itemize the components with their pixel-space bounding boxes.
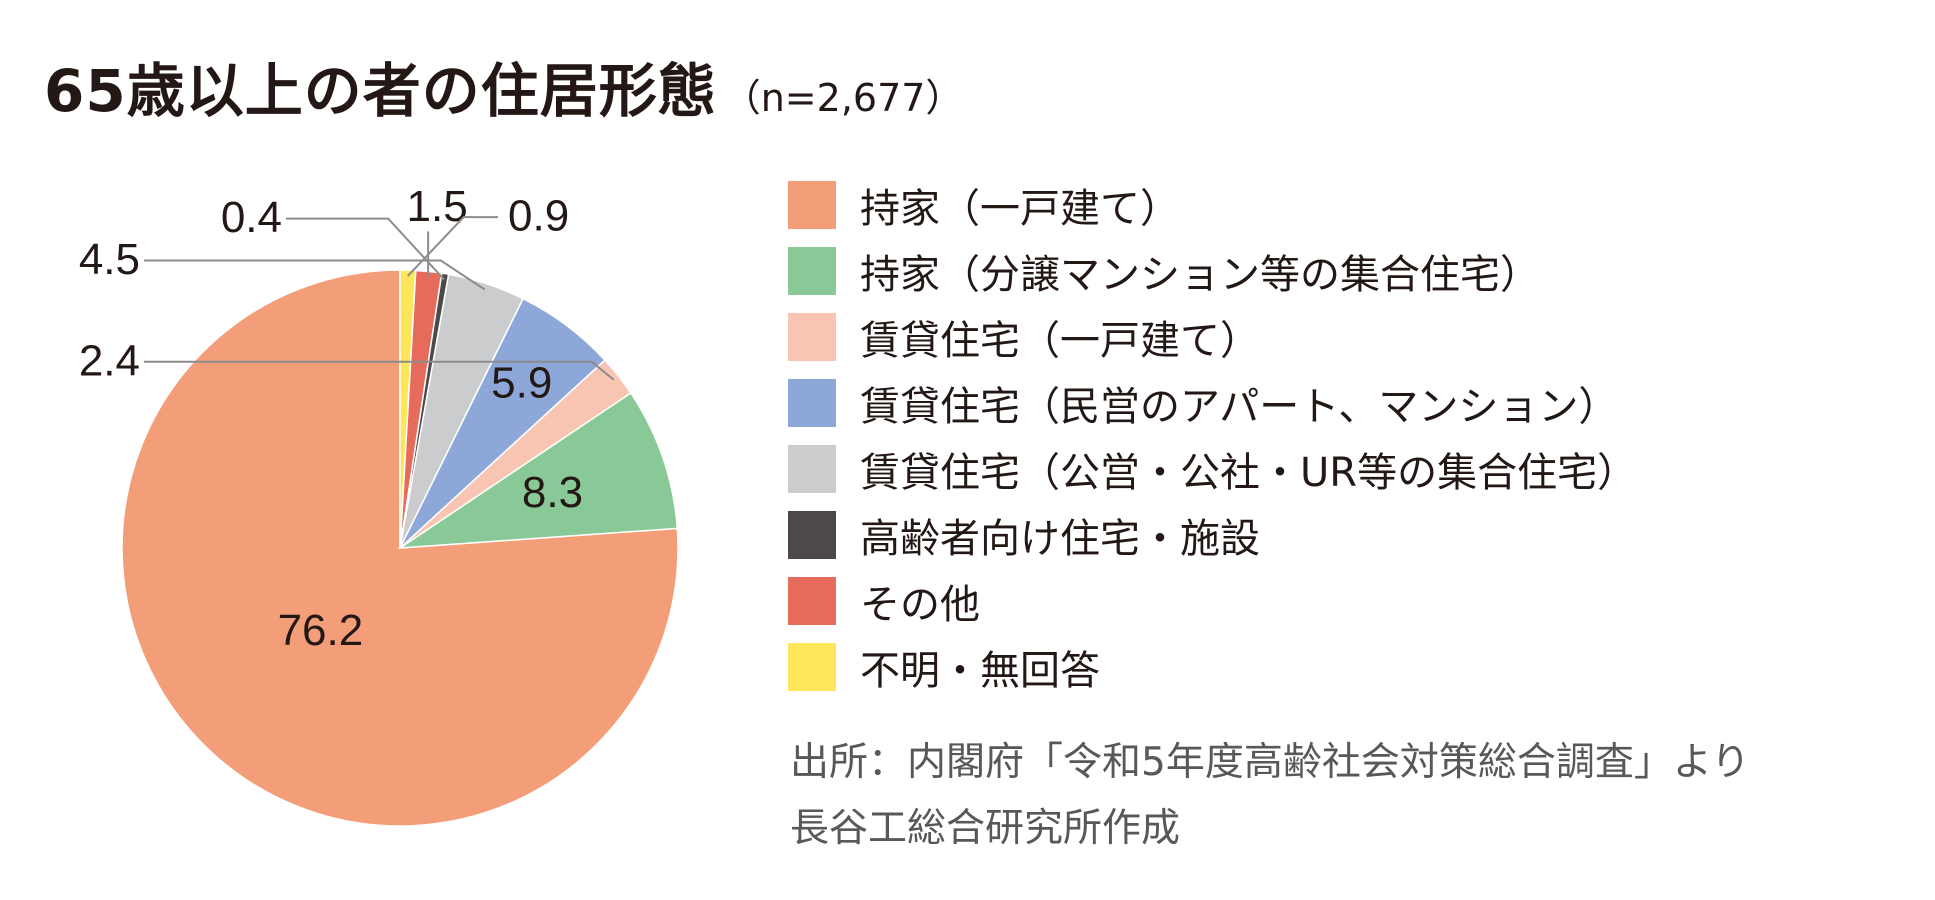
chart-title-main: 65歳以上の者の住居形態 [44,57,717,125]
legend-label: 賃貸住宅（一戸建て） [860,318,1260,364]
legend-label: 不明・無回答 [860,648,1100,694]
slice-value-label: 5.9 [491,358,552,407]
leader-line [144,259,486,291]
legend-item: 持家（分譲マンション等の集合住宅） [788,238,1637,304]
slice-value-label: 76.2 [278,606,364,655]
legend-swatch [788,511,836,559]
legend-swatch [788,379,836,427]
legend-swatch [788,577,836,625]
legend-item: 賃貸住宅（一戸建て） [788,304,1637,370]
legend: 持家（一戸建て） 持家（分譲マンション等の集合住宅） 賃貸住宅（一戸建て） 賃貸住宅（… [788,172,1637,700]
leader-line [144,360,615,381]
legend-swatch [788,643,836,691]
pie-slice [399,269,417,549]
legend-swatch [788,445,836,493]
slice-value-label: 0.4 [221,193,282,242]
chart-title-sample-size: （n=2,677） [722,76,964,120]
slice-value-label: 4.5 [79,235,140,284]
legend-swatch [788,247,836,295]
legend-label: 持家（一戸建て） [860,186,1180,232]
slice-value-label: 0.9 [508,192,569,241]
pie-slice [397,391,679,549]
chart-title: 65歳以上の者の住居形態 （n=2,677） [44,44,963,128]
legend-item: 賃貸住宅（民営のアパート、マンション） [788,370,1637,436]
legend-label: 賃貸住宅（民営のアパート、マンション） [860,384,1619,430]
leader-line [286,217,445,281]
legend-item: 高齢者向け住宅・施設 [788,502,1637,568]
slice-value-label: 2.4 [79,336,140,385]
source-line-2: 長谷工総合研究所作成 [790,806,1181,851]
source-note: 出所：内閣府「令和5年度高齢社会対策総合調査」より 長谷工総合研究所作成 [790,730,1750,862]
legend-label: 高齢者向け住宅・施設 [860,516,1260,562]
leader-line [406,216,498,277]
legend-item: 賃貸住宅（公営・公社・UR等の集合住宅） [788,436,1637,502]
pie-chart: 76.28.32.4 5.94.50.4 1.5 0.9 [79,182,679,827]
legend-item: その他 [788,568,1637,634]
legend-item: 持家（一戸建て） [788,172,1637,238]
legend-label: 賃貸住宅（公営・公社・UR等の集合住宅） [860,450,1638,496]
legend-label: その他 [860,582,980,628]
slice-value-label: 8.3 [522,468,583,517]
legend-swatch [788,313,836,361]
legend-swatch [788,181,836,229]
legend-label: 持家（分譲マンション等の集合住宅） [860,252,1540,298]
source-line-1: 出所：内閣府「令和5年度高齢社会対策総合調査」より [790,740,1751,785]
legend-item: 不明・無回答 [788,634,1637,700]
